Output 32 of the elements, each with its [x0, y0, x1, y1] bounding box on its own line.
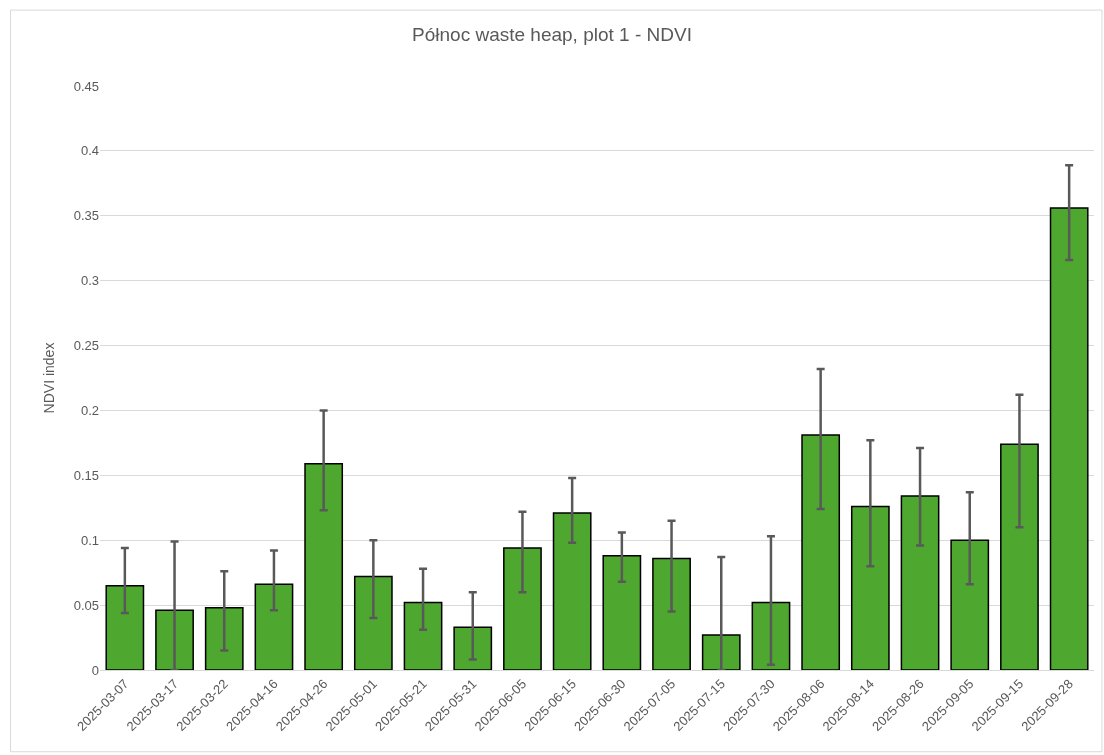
bar [503, 547, 542, 670]
y-tick-label: 0.1 [80, 532, 99, 548]
bar [950, 539, 990, 670]
chart-title: Północ waste heap, plot 1 - NDVI [412, 23, 692, 45]
y-tick-label: 0.2 [80, 402, 99, 418]
bar [453, 626, 493, 670]
y-tick-label: 0.05 [73, 597, 99, 613]
bar [850, 505, 890, 670]
y-tick-label: 0.15 [73, 467, 99, 483]
y-tick-label: 0.35 [73, 208, 99, 224]
y-tick-label: 0.4 [80, 143, 99, 159]
bar [403, 601, 443, 670]
bar [602, 555, 642, 670]
y-tick-label: 0 [91, 662, 99, 678]
bar [155, 609, 194, 670]
bar [652, 557, 691, 670]
y-tick-label: 0.25 [73, 338, 99, 354]
bar [801, 434, 841, 670]
y-tick-label: 0.45 [73, 78, 99, 94]
bar [204, 606, 244, 670]
y-axis-title: NDVI index [41, 342, 58, 414]
bar [552, 512, 592, 670]
bar [254, 583, 294, 670]
bar [900, 495, 940, 670]
bar [353, 575, 393, 670]
y-tick-label: 0.3 [80, 273, 99, 289]
bar [105, 584, 145, 670]
bar [751, 601, 791, 670]
bar [701, 634, 741, 670]
bar [1000, 443, 1039, 670]
bar [1049, 207, 1089, 670]
bar [304, 462, 344, 670]
